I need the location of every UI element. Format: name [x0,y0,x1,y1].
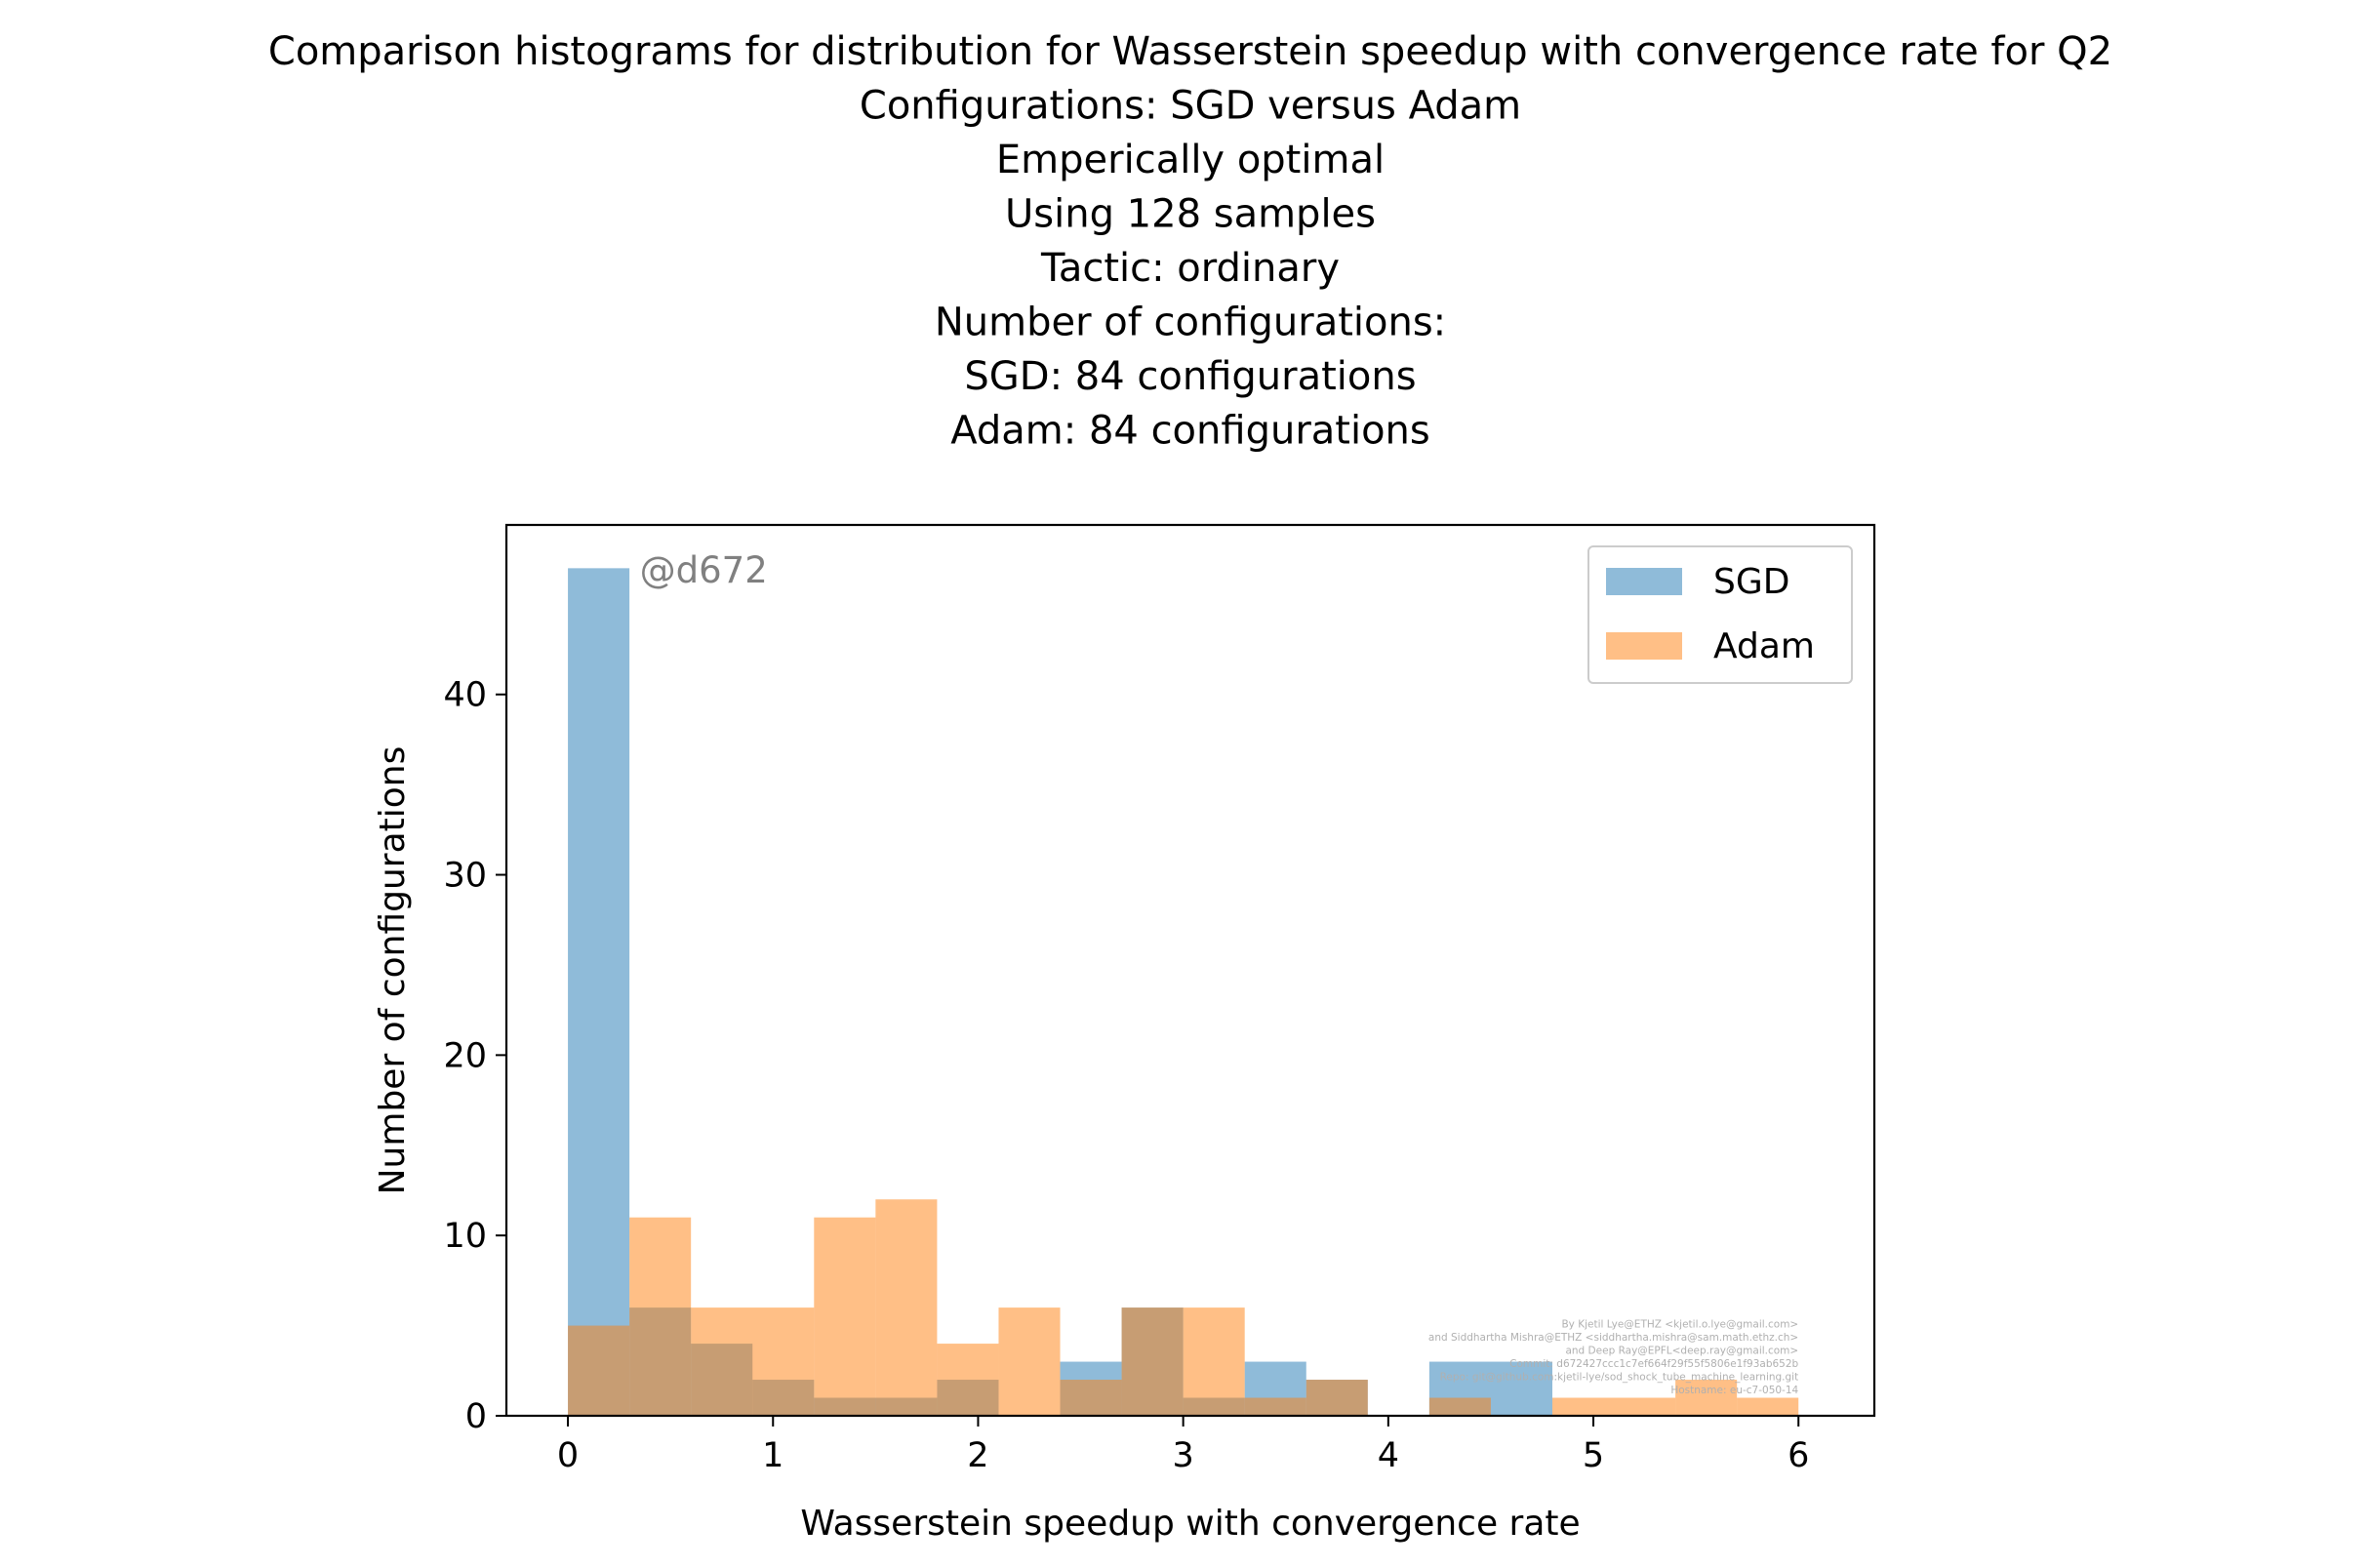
y-tick-label: 30 [443,857,487,896]
y-tick-label: 10 [443,1217,487,1256]
y-tick-label: 20 [443,1036,487,1075]
bar-adam-6 [998,1307,1061,1416]
y-axis-ticks: 0 10 20 30 40 [443,676,506,1436]
x-tick-label: 1 [762,1436,783,1475]
x-tick-label: 3 [1173,1436,1194,1475]
y-axis-label: Number of configurations [373,746,413,1195]
title-line: SGD: 84 configurations [964,354,1416,399]
credits-annotation: By Kjetil Lye@ETHZ <kjetil.o.lye@gmail.c… [1428,1318,1799,1396]
credit-line: and Siddhartha Mishra@ETHZ <siddhartha.m… [1428,1332,1798,1344]
title-line: Configurations: SGD versus Adam [860,84,1521,129]
credit-line: and Deep Ray@EPFL<deep.ray@gmail.com> [1565,1345,1798,1356]
bar-adam-15 [1551,1397,1676,1416]
title-line: Adam: 84 configurations [950,409,1430,454]
title-line: Number of configurations: [935,301,1446,345]
x-tick-label: 0 [557,1436,579,1475]
bar-adam-3 [814,1217,876,1416]
bar-adam-4 [875,1199,938,1416]
chart-title: Comparison histograms for distribution f… [268,29,2112,454]
plot-area: By Kjetil Lye@ETHZ <kjetil.o.lye@gmail.c… [443,523,1876,1475]
y-tick-label: 40 [443,676,487,715]
credit-line: Hostname: eu-c7-050-14 [1670,1385,1798,1396]
x-tick-label: 4 [1378,1436,1399,1475]
x-tick-label: 2 [967,1436,988,1475]
title-line: Using 128 samples [1005,192,1376,237]
bar-adam-17 [1737,1397,1799,1416]
bar-adam-10 [1244,1397,1306,1416]
y-tick-label: 0 [465,1397,487,1436]
histogram-bars [568,568,1799,1416]
bar-adam-9 [1183,1307,1245,1416]
bar-adam-16 [1675,1380,1738,1416]
title-line: Comparison histograms for distribution f… [268,29,2112,74]
legend-swatch-sgd [1606,568,1682,595]
legend-swatch-adam [1606,632,1682,660]
commit-annotation: @d672 [640,549,768,591]
bar-sgd-0 [568,568,630,1416]
x-tick-label: 6 [1788,1436,1809,1475]
title-line: Tactic: ordinary [1040,246,1340,291]
x-axis-label: Wasserstein speedup with convergence rat… [800,1504,1580,1544]
axes-frame [504,523,1876,1418]
legend[interactable]: SGD Adam [1587,545,1853,684]
title-line: Emperically optimal [996,138,1385,182]
bar-adam-7 [1060,1380,1122,1416]
x-axis-ticks: 0 1 2 3 4 5 6 [557,1416,1809,1475]
credit-line: Commit: d672427ccc1c7ef664f29f55f5806e1f… [1509,1358,1798,1370]
credit-line: By Kjetil Lye@ETHZ <kjetil.o.lye@gmail.c… [1561,1318,1798,1330]
bar-adam-5 [937,1344,999,1416]
bar-adam-11 [1306,1380,1368,1416]
bar-adam-13 [1428,1397,1491,1416]
legend-label-sgd: SGD [1713,562,1789,602]
x-tick-label: 5 [1583,1436,1604,1475]
legend-label-adam: Adam [1713,626,1815,666]
bar-adam-1 [629,1217,692,1416]
bar-adam-0 [568,1325,630,1416]
bar-adam-2 [691,1307,815,1416]
bar-adam-8 [1121,1307,1184,1416]
credit-line: Repo: git@github.com:kjetil-lye/sod_shoc… [1440,1371,1799,1383]
